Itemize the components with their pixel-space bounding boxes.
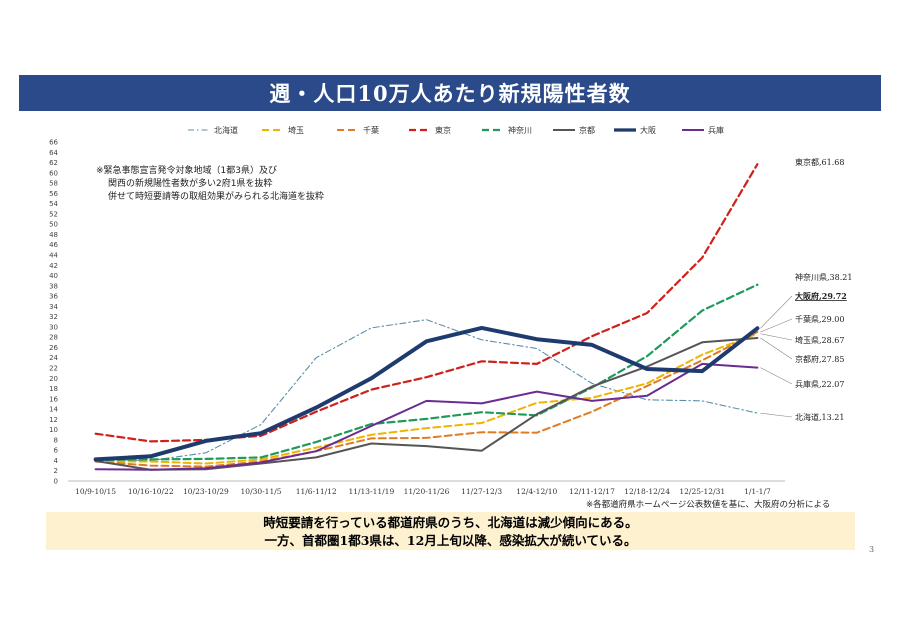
y-tick-label: 12 bbox=[49, 416, 58, 424]
y-tick-label: 44 bbox=[49, 252, 58, 260]
end-label: 神奈川県,38.21 bbox=[795, 272, 852, 282]
legend-label: 北海道 bbox=[214, 125, 238, 135]
y-tick-label: 18 bbox=[49, 385, 58, 393]
x-tick-label: 12/18-12/24 bbox=[624, 487, 670, 496]
y-tick-label: 66 bbox=[49, 139, 58, 147]
x-tick-label: 11/27-12/3 bbox=[461, 487, 502, 496]
x-tick-label: 12/4-12/10 bbox=[516, 487, 557, 496]
chart-title: 週・人口10万人あたり新規陽性者数 bbox=[19, 75, 881, 111]
note-line-2: 関西の新規陽性者数が多い2府1県を抜粋 bbox=[108, 179, 273, 189]
x-tick-label: 12/11-12/17 bbox=[569, 487, 615, 496]
end-label: 千葉県,29.00 bbox=[795, 314, 844, 324]
leader-line bbox=[760, 367, 793, 385]
note-line-1: ※緊急事態宣言発令対象地域（1都3県）及び bbox=[96, 166, 277, 176]
legend-label: 大阪 bbox=[640, 125, 656, 135]
series-line bbox=[95, 319, 758, 462]
y-tick-label: 38 bbox=[49, 282, 58, 290]
note: ※緊急事態宣言発令対象地域（1都3県）及び 関西の新規陽性者数が多い2府1県を抜… bbox=[96, 165, 324, 204]
series-line bbox=[94, 283, 759, 461]
end-label: 埼玉県,28.67 bbox=[795, 335, 844, 345]
summary-line-1: 時短要請を行っている都道府県のうち、北海道は減少傾向にある。 bbox=[263, 515, 638, 530]
y-tick-label: 32 bbox=[49, 313, 58, 321]
y-tick-label: 6 bbox=[54, 447, 59, 455]
y-tick-label: 28 bbox=[49, 334, 58, 342]
series-line bbox=[94, 337, 759, 471]
legend-label: 兵庫 bbox=[708, 125, 724, 135]
x-tick-label: 10/23-10/29 bbox=[183, 487, 229, 496]
end-label: 京都府,27.85 bbox=[795, 354, 844, 364]
leader-line bbox=[760, 333, 793, 341]
y-tick-label: 46 bbox=[49, 241, 58, 249]
y-tick-label: 0 bbox=[54, 478, 58, 486]
legend-label: 千葉 bbox=[363, 125, 379, 135]
y-tick-label: 60 bbox=[49, 169, 58, 177]
y-tick-label: 58 bbox=[49, 180, 58, 188]
y-tick-label: 2 bbox=[54, 467, 58, 475]
y-tick-label: 52 bbox=[49, 210, 58, 218]
y-tick-label: 40 bbox=[49, 272, 58, 280]
end-label: 大阪府,29.72 bbox=[795, 291, 847, 301]
y-tick-label: 42 bbox=[49, 262, 58, 270]
y-tick-label: 16 bbox=[49, 395, 58, 403]
end-label: 北海道,13.21 bbox=[795, 412, 844, 422]
legend-label: 埼玉 bbox=[288, 125, 304, 135]
y-tick-label: 24 bbox=[49, 354, 58, 362]
end-label: 兵庫県,22.07 bbox=[795, 379, 844, 389]
y-tick-label: 54 bbox=[49, 200, 58, 208]
y-tick-label: 4 bbox=[54, 457, 59, 465]
series-line bbox=[93, 325, 760, 462]
x-tick-label: 10/16-10/22 bbox=[128, 487, 174, 496]
y-tick-label: 64 bbox=[49, 149, 58, 157]
y-tick-label: 8 bbox=[54, 436, 58, 444]
note-line-3: 併せて時短要請等の取組効果がみられる北海道を抜粋 bbox=[108, 192, 325, 202]
summary-line-2: 一方、首都圏1都3県は、12月上旬以降、感染拡大が続いている。 bbox=[264, 533, 637, 548]
x-tick-label: 11/20-11/26 bbox=[404, 487, 450, 496]
y-tick-label: 50 bbox=[49, 221, 58, 229]
leader-line bbox=[760, 295, 793, 329]
y-tick-label: 48 bbox=[49, 231, 58, 239]
x-tick-label: 10/9-10/15 bbox=[75, 487, 116, 496]
legend-label: 神奈川 bbox=[508, 125, 532, 135]
x-tick-label: 1/1-1/7 bbox=[744, 487, 771, 496]
y-tick-label: 36 bbox=[49, 293, 58, 301]
y-tick-label: 14 bbox=[49, 406, 58, 414]
series-line bbox=[94, 362, 759, 471]
y-tick-label: 20 bbox=[49, 375, 58, 383]
y-tick-label: 62 bbox=[49, 159, 58, 167]
series-line bbox=[94, 332, 759, 465]
legend-label: 京都 bbox=[579, 125, 595, 135]
y-tick-label: 30 bbox=[49, 323, 58, 331]
x-tick-label: 10/30-11/5 bbox=[241, 487, 282, 496]
x-tick-label: 11/6-11/12 bbox=[296, 487, 337, 496]
leader-line bbox=[760, 412, 793, 418]
leader-line bbox=[760, 318, 793, 333]
y-tick-label: 26 bbox=[49, 344, 58, 352]
series-line bbox=[94, 331, 759, 468]
page-number: 3 bbox=[869, 545, 875, 554]
x-tick-label: 12/25-12/31 bbox=[679, 487, 725, 496]
summary-box: 時短要請を行っている都道府県のうち、北海道は減少傾向にある。 一方、首都圏1都3… bbox=[46, 512, 855, 550]
y-tick-label: 56 bbox=[49, 190, 58, 198]
x-tick-label: 11/13-11/19 bbox=[348, 487, 394, 496]
end-label: 東京都,61.68 bbox=[795, 157, 844, 167]
leader-line bbox=[760, 337, 793, 360]
legend-label: 東京 bbox=[435, 125, 451, 135]
y-tick-label: 34 bbox=[49, 303, 58, 311]
y-tick-label: 22 bbox=[49, 365, 58, 373]
source-note: ※各都道府県ホームページ公表数値を基に、大阪府の分析による bbox=[586, 500, 831, 510]
y-tick-label: 10 bbox=[49, 426, 58, 434]
